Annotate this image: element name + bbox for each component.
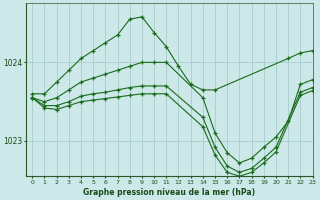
X-axis label: Graphe pression niveau de la mer (hPa): Graphe pression niveau de la mer (hPa) [83,188,255,197]
